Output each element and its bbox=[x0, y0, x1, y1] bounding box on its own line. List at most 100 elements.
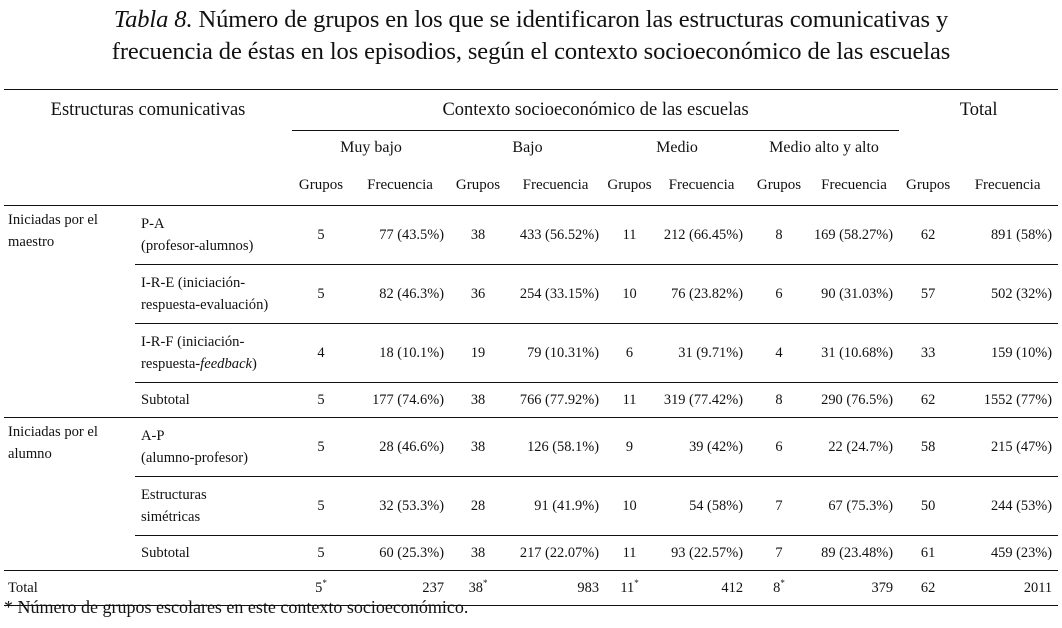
cell-frecuencia: 60 (25.3%) bbox=[350, 535, 451, 571]
cell-frecuencia: 39 (42%) bbox=[654, 417, 750, 477]
header-frecuencia: Frecuencia bbox=[957, 165, 1059, 206]
cell-grupos: 38 bbox=[450, 205, 507, 265]
cell-frecuencia: 22 (24.7%) bbox=[809, 417, 900, 477]
cell-grupos: 62 bbox=[899, 570, 958, 606]
total-label: Total bbox=[4, 570, 293, 606]
cell-grupos: 11 bbox=[605, 382, 655, 418]
cell-frecuencia: 77 (43.5%) bbox=[350, 205, 451, 265]
cell-frecuencia: 379 bbox=[809, 570, 900, 606]
cell-frecuencia: 290 (76.5%) bbox=[809, 382, 900, 418]
cell-grupos: 11 bbox=[605, 535, 655, 571]
row-label-simetricas: Estructuras simétricas bbox=[135, 476, 293, 536]
header-grupos: Grupos bbox=[292, 165, 351, 206]
cell-grupos: 4 bbox=[749, 323, 810, 383]
cell-grupos: 38 bbox=[450, 382, 507, 418]
header-row-2: Muy bajo Bajo Medio Medio alto y alto bbox=[4, 131, 1058, 166]
cell-grupos: 36 bbox=[450, 264, 507, 324]
cell-frecuencia: 76 (23.82%) bbox=[654, 264, 750, 324]
header-level-muy-bajo: Muy bajo bbox=[340, 139, 402, 156]
cell-grupos: 4 bbox=[292, 323, 351, 383]
cell-grupos: 5* bbox=[292, 570, 351, 606]
row-label-i-r-f: I-R-F (iniciación- respuesta-feedback) bbox=[135, 323, 293, 383]
header-grupos: Grupos bbox=[450, 165, 507, 206]
row-label-i-r-e: I-R-E (iniciación- respuesta-evaluación) bbox=[135, 264, 293, 324]
cell-frecuencia: 254 (33.15%) bbox=[506, 264, 606, 324]
cell-frecuencia: 169 (58.27%) bbox=[809, 205, 900, 265]
cell-grupos: 11* bbox=[605, 570, 655, 606]
cell-frecuencia: 237 bbox=[350, 570, 451, 606]
cell-grupos: 5 bbox=[292, 264, 351, 324]
cell-grupos: 33 bbox=[899, 323, 958, 383]
cell-frecuencia: 54 (58%) bbox=[654, 476, 750, 536]
cell-grupos: 38 bbox=[450, 535, 507, 571]
cell-grupos: 19 bbox=[450, 323, 507, 383]
cell-frecuencia: 983 bbox=[506, 570, 606, 606]
cell-grupos: 6 bbox=[605, 323, 655, 383]
cell-grupos: 11 bbox=[605, 205, 655, 265]
cell-grupos: 7 bbox=[749, 535, 810, 571]
cell-grupos: 8 bbox=[749, 382, 810, 418]
group-label-maestro: Iniciadas por el maestro bbox=[4, 205, 135, 418]
cell-grupos: 7 bbox=[749, 476, 810, 536]
header-level-medio-alto: Medio alto y alto bbox=[769, 139, 879, 156]
header-row-1: Estructuras comunicativas Contexto socio… bbox=[4, 89, 1059, 131]
cell-frecuencia: 28 (46.6%) bbox=[350, 417, 451, 477]
cell-grupos: 8 bbox=[749, 205, 810, 265]
subtotal-label: Subtotal bbox=[135, 535, 293, 571]
cell-frecuencia: 459 (23%) bbox=[957, 535, 1059, 571]
cell-frecuencia: 433 (56.52%) bbox=[506, 205, 606, 265]
header-frecuencia: Frecuencia bbox=[506, 165, 606, 206]
cell-frecuencia: 32 (53.3%) bbox=[350, 476, 451, 536]
table-row: Iniciadas por el maestro P-A (profesor-a… bbox=[4, 205, 1059, 418]
header-grupos: Grupos bbox=[605, 165, 655, 206]
cell-grupos: 62 bbox=[899, 382, 958, 418]
cell-grupos: 5 bbox=[292, 535, 351, 571]
cell-frecuencia: 217 (22.07%) bbox=[506, 535, 606, 571]
cell-frecuencia: 67 (75.3%) bbox=[809, 476, 900, 536]
group-label-alumno: Iniciadas por el alumno bbox=[4, 417, 135, 571]
cell-frecuencia: 126 (58.1%) bbox=[506, 417, 606, 477]
header-grupos: Grupos bbox=[749, 165, 810, 206]
cell-frecuencia: 244 (53%) bbox=[957, 476, 1059, 536]
caption-line-1: Tabla 8. Número de grupos en los que se … bbox=[0, 4, 1062, 36]
cell-grupos: 38 bbox=[450, 417, 507, 477]
cell-frecuencia: 31 (10.68%) bbox=[809, 323, 900, 383]
cell-frecuencia: 212 (66.45%) bbox=[654, 205, 750, 265]
cell-grupos: 62 bbox=[899, 205, 958, 265]
cell-frecuencia: 891 (58%) bbox=[957, 205, 1059, 265]
header-grupos: Grupos bbox=[899, 165, 958, 206]
cell-frecuencia: 215 (47%) bbox=[957, 417, 1059, 477]
cell-frecuencia: 159 (10%) bbox=[957, 323, 1059, 383]
cell-frecuencia: 79 (10.31%) bbox=[506, 323, 606, 383]
table-row: Estructuras simétricas 5 32 (53.3%) 28 9… bbox=[4, 476, 1059, 536]
table-row: I-R-E (iniciación- respuesta-evaluación)… bbox=[4, 264, 1059, 324]
cell-frecuencia: 89 (23.48%) bbox=[809, 535, 900, 571]
header-row-3: Grupos Frecuencia Grupos Frecuencia Grup… bbox=[4, 165, 1059, 206]
footnote: * Número de grupos escolares en este con… bbox=[4, 597, 469, 617]
cell-grupos: 5 bbox=[292, 205, 351, 265]
total-row: Total 5* 237 38* 983 11* 412 8* 379 62 2… bbox=[4, 570, 1059, 606]
cell-frecuencia: 177 (74.6%) bbox=[350, 382, 451, 418]
cell-frecuencia: 502 (32%) bbox=[957, 264, 1059, 324]
cell-grupos: 61 bbox=[899, 535, 958, 571]
row-label-p-a: P-A (profesor-alumnos) bbox=[135, 205, 293, 265]
cell-frecuencia: 90 (31.03%) bbox=[809, 264, 900, 324]
cell-frecuencia: 2011 bbox=[957, 570, 1059, 606]
caption-label: Tabla 8. bbox=[113, 6, 193, 33]
cell-frecuencia: 766 (77.92%) bbox=[506, 382, 606, 418]
cell-grupos: 10 bbox=[605, 476, 655, 536]
cell-grupos: 50 bbox=[899, 476, 958, 536]
cell-grupos: 5 bbox=[292, 382, 351, 418]
data-table: Estructuras comunicativas Contexto socio… bbox=[4, 89, 1059, 606]
cell-grupos: 8* bbox=[749, 570, 810, 606]
cell-grupos: 5 bbox=[292, 417, 351, 477]
cell-grupos: 58 bbox=[899, 417, 958, 477]
row-label-a-p: A-P (alumno-profesor) bbox=[135, 417, 293, 477]
header-level-bajo: Bajo bbox=[512, 139, 543, 156]
caption-text-1: Número de grupos en los que se identific… bbox=[192, 6, 949, 33]
subtotal-row: Subtotal 5 177 (74.6%) 38 766 (77.92%) 1… bbox=[4, 382, 1059, 418]
header-frecuencia: Frecuencia bbox=[654, 165, 750, 206]
cell-frecuencia: 1552 (77%) bbox=[957, 382, 1059, 418]
cell-frecuencia: 91 (41.9%) bbox=[506, 476, 606, 536]
cell-grupos: 10 bbox=[605, 264, 655, 324]
